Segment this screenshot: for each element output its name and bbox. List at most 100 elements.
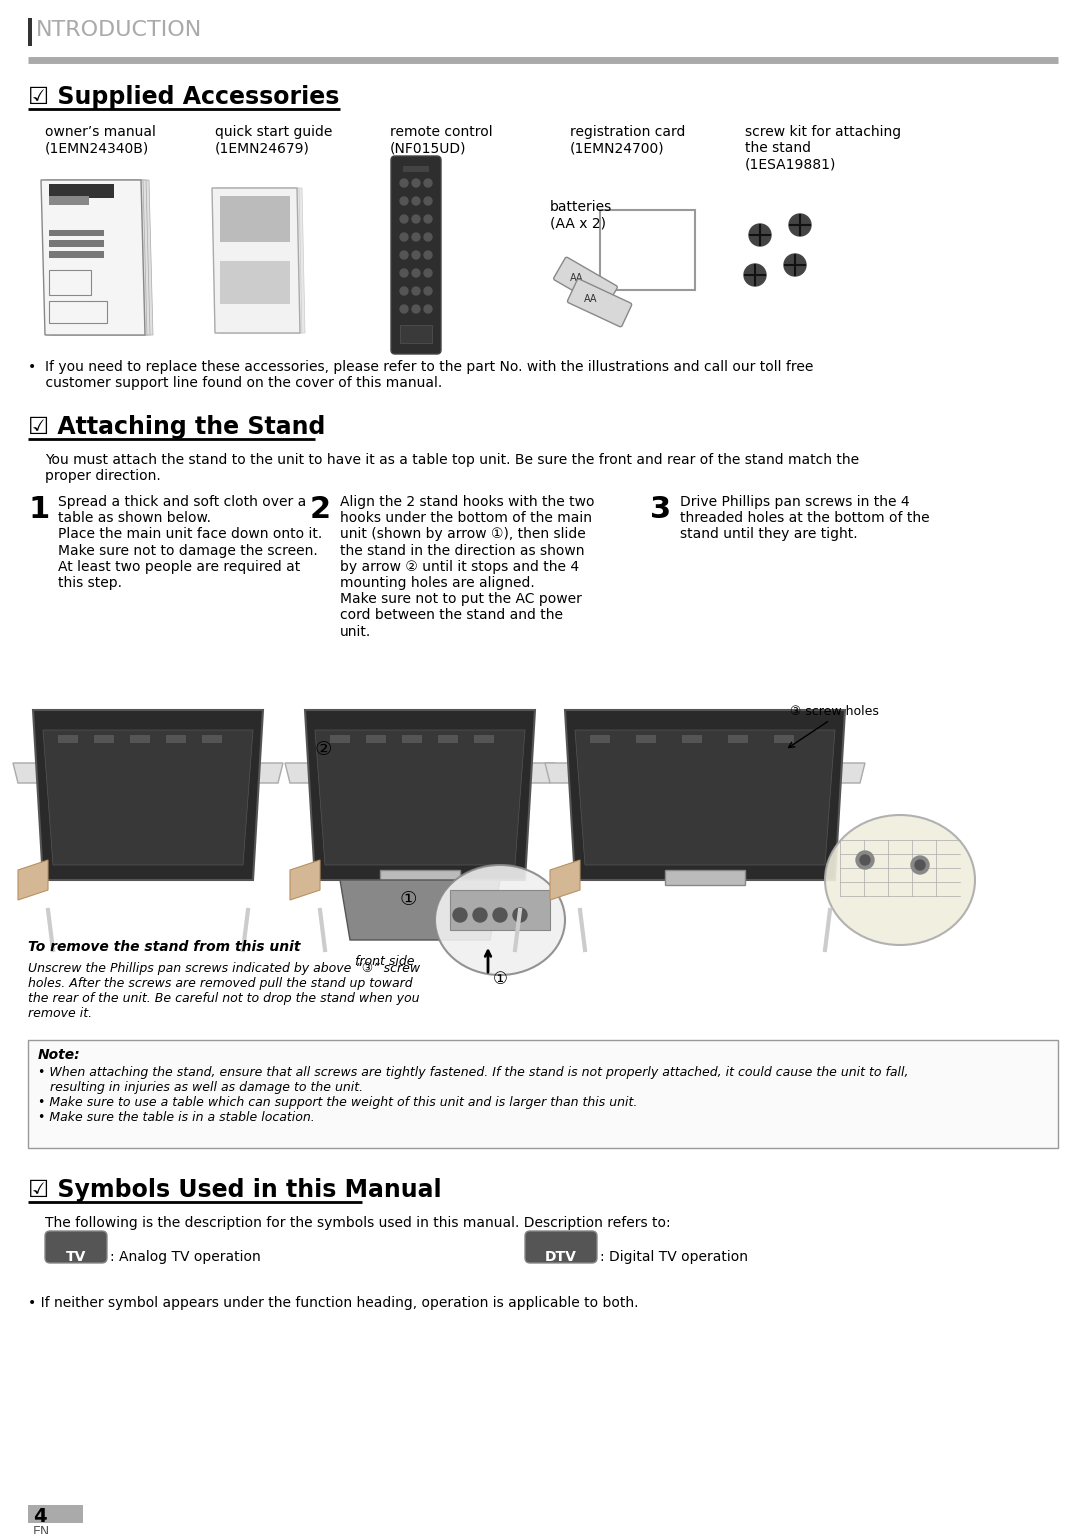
Circle shape <box>400 215 408 222</box>
Text: ③ screw holes: ③ screw holes <box>789 706 879 718</box>
Bar <box>49 270 91 295</box>
Polygon shape <box>217 189 305 333</box>
Text: ②: ② <box>315 739 333 759</box>
Text: •  If you need to replace these accessories, please refer to the part No. with t: • If you need to replace these accessori… <box>28 360 813 390</box>
Bar <box>49 196 89 206</box>
Bar <box>94 735 114 742</box>
Circle shape <box>789 215 811 236</box>
Circle shape <box>400 196 408 206</box>
Circle shape <box>915 861 924 870</box>
Text: AA: AA <box>570 273 583 282</box>
Circle shape <box>400 305 408 313</box>
Circle shape <box>411 287 420 295</box>
Circle shape <box>400 268 408 278</box>
Circle shape <box>424 196 432 206</box>
Polygon shape <box>315 730 525 865</box>
Text: owner’s manual
(1EMN24340B): owner’s manual (1EMN24340B) <box>45 124 156 155</box>
Bar <box>366 735 386 742</box>
Polygon shape <box>13 762 283 782</box>
Bar <box>220 196 289 242</box>
Circle shape <box>424 233 432 241</box>
Bar <box>636 735 656 742</box>
Text: Unscrew the Phillips pan screws indicated by above “③” screw
holes. After the sc: Unscrew the Phillips pan screws indicate… <box>28 962 420 1020</box>
Bar <box>49 241 104 247</box>
Text: TV: TV <box>66 1250 86 1264</box>
Circle shape <box>784 255 806 276</box>
Bar <box>49 230 104 236</box>
Circle shape <box>513 908 527 922</box>
Bar <box>681 735 702 742</box>
Circle shape <box>424 305 432 313</box>
Polygon shape <box>340 881 500 940</box>
Bar <box>450 890 550 930</box>
Polygon shape <box>575 730 835 865</box>
Bar <box>130 735 150 742</box>
Bar <box>49 252 104 258</box>
Polygon shape <box>212 189 300 333</box>
Bar <box>220 261 289 304</box>
Ellipse shape <box>435 865 565 976</box>
Circle shape <box>473 908 487 922</box>
Text: • When attaching the stand, ensure that all screws are tightly fastened. If the : • When attaching the stand, ensure that … <box>38 1066 908 1124</box>
Polygon shape <box>291 861 320 900</box>
Bar <box>28 1505 83 1523</box>
Bar <box>202 735 222 742</box>
Text: Align the 2 stand hooks with the two
hooks under the bottom of the main
unit (sh: Align the 2 stand hooks with the two hoo… <box>340 495 594 638</box>
Text: DTV: DTV <box>545 1250 577 1264</box>
Text: AA: AA <box>584 293 597 304</box>
FancyBboxPatch shape <box>554 258 618 308</box>
Circle shape <box>424 268 432 278</box>
Bar <box>58 735 78 742</box>
Text: batteries
(AA x 2): batteries (AA x 2) <box>550 199 612 230</box>
Polygon shape <box>18 861 48 900</box>
FancyBboxPatch shape <box>45 1230 107 1262</box>
Text: ☑ Supplied Accessories: ☑ Supplied Accessories <box>28 84 339 109</box>
Bar <box>28 1040 1058 1147</box>
Circle shape <box>744 264 766 285</box>
Ellipse shape <box>825 815 975 945</box>
Circle shape <box>400 233 408 241</box>
Text: ①: ① <box>492 969 508 988</box>
Bar <box>330 735 350 742</box>
Text: ☑ Attaching the Stand: ☑ Attaching the Stand <box>28 416 325 439</box>
Circle shape <box>411 233 420 241</box>
Bar <box>28 18 32 46</box>
Circle shape <box>424 287 432 295</box>
Bar <box>403 166 429 172</box>
Bar <box>774 735 794 742</box>
Circle shape <box>912 856 929 874</box>
Polygon shape <box>49 179 153 334</box>
Text: quick start guide
(1EMN24679): quick start guide (1EMN24679) <box>215 124 333 155</box>
Circle shape <box>400 179 408 187</box>
Text: Spread a thick and soft cloth over a
table as shown below.
Place the main unit f: Spread a thick and soft cloth over a tab… <box>58 495 322 591</box>
Polygon shape <box>285 762 555 782</box>
Polygon shape <box>43 179 147 334</box>
Text: • If neither symbol appears under the function heading, operation is applicable : • If neither symbol appears under the fu… <box>28 1296 638 1310</box>
Text: The following is the description for the symbols used in this manual. Descriptio: The following is the description for the… <box>45 1216 671 1230</box>
Polygon shape <box>214 189 302 333</box>
Bar <box>600 210 696 290</box>
Text: EN: EN <box>33 1525 51 1534</box>
Circle shape <box>400 252 408 259</box>
Polygon shape <box>545 762 865 782</box>
Bar <box>166 735 186 742</box>
Text: 4: 4 <box>33 1506 46 1526</box>
Text: : Digital TV operation: : Digital TV operation <box>600 1250 748 1264</box>
Text: Note:: Note: <box>38 1048 81 1062</box>
Bar <box>402 735 422 742</box>
Bar <box>728 735 748 742</box>
Bar <box>49 184 114 198</box>
Circle shape <box>411 268 420 278</box>
Text: 3: 3 <box>650 495 671 525</box>
Bar <box>590 735 610 742</box>
Text: 1: 1 <box>28 495 50 525</box>
Text: remote control
(NF015UD): remote control (NF015UD) <box>390 124 492 155</box>
Bar <box>400 325 432 344</box>
Text: ①: ① <box>400 890 418 910</box>
Text: You must attach the stand to the unit to have it as a table top unit. Be sure th: You must attach the stand to the unit to… <box>45 453 859 483</box>
Bar <box>474 735 494 742</box>
Polygon shape <box>565 710 845 881</box>
Polygon shape <box>33 710 264 881</box>
Circle shape <box>492 908 507 922</box>
FancyBboxPatch shape <box>391 156 441 354</box>
